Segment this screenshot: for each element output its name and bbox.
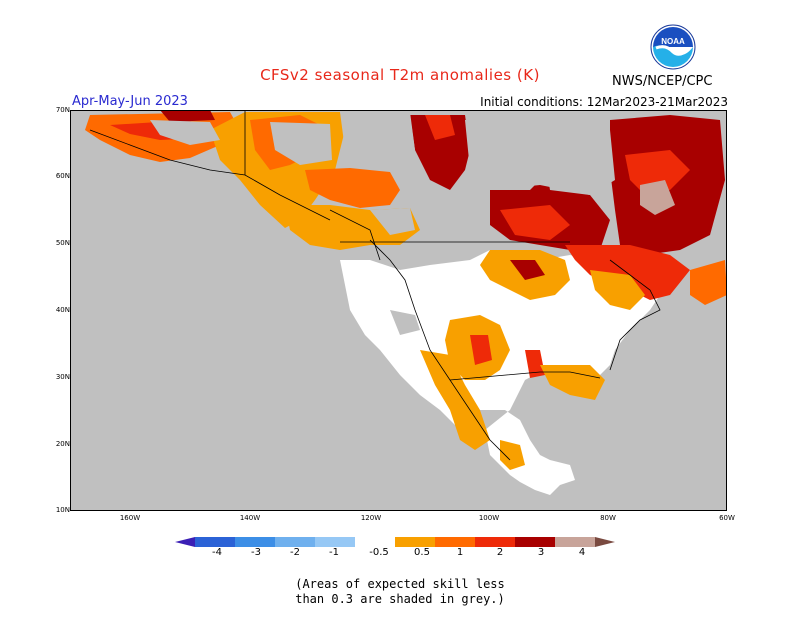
land-base: [340, 250, 660, 495]
lon-label: 140W: [239, 514, 261, 522]
lon-label: 100W: [478, 514, 500, 522]
lat-label: 20N: [55, 440, 70, 448]
colorbar-label: 3: [537, 547, 545, 558]
low-skill-areas: [150, 112, 615, 335]
boundaries: [89, 110, 661, 461]
lon-label: 60W: [719, 514, 735, 522]
footnote-line-2: than 0.3 are shaded in grey.): [295, 592, 505, 606]
colorbar-segment: [555, 537, 595, 547]
lat-label: 10N: [55, 506, 70, 514]
colorbar-arrow-low: [175, 537, 195, 547]
agency-label: NWS/NCEP/CPC: [612, 74, 713, 89]
colorbar-segment: [475, 537, 515, 547]
colorbar-segment: [355, 537, 395, 547]
skill-footnote: (Areas of expected skill less than 0.3 a…: [0, 577, 800, 607]
colorbar: [175, 537, 615, 547]
lon-label: 80W: [600, 514, 616, 522]
colorbar-segment: [195, 537, 235, 547]
map-frame: [70, 110, 727, 511]
colorbar-label: -1: [329, 547, 339, 558]
lon-label: 120W: [360, 514, 382, 522]
lat-label: 40N: [55, 306, 70, 314]
colorbar-segment: [395, 537, 435, 547]
colorbar-segment: [315, 537, 355, 547]
colorbar-label: 0.5: [414, 547, 430, 558]
colorbar-segment: [275, 537, 315, 547]
forecast-period: Apr-May-Jun 2023: [72, 94, 188, 109]
initial-conditions: Initial conditions: 12Mar2023-21Mar2023: [480, 95, 728, 109]
colorbar-label: -3: [251, 547, 261, 558]
colorbar-arrow-high: [595, 537, 615, 547]
colorbar-label: 1: [456, 547, 464, 558]
colorbar-label: 2: [496, 547, 504, 558]
lat-label: 70N: [55, 106, 70, 114]
colorbar-label: -2: [290, 547, 300, 558]
colorbar-segment: [235, 537, 275, 547]
colorbar-label: -0.5: [369, 547, 389, 558]
lat-label: 50N: [55, 239, 70, 247]
colorbar-segment: [515, 537, 555, 547]
noaa-logo-text: NOAA: [661, 37, 685, 46]
colorbar-label: -4: [212, 547, 222, 558]
lat-label: 60N: [55, 172, 70, 180]
noaa-logo: NOAA: [650, 24, 696, 70]
footnote-line-1: (Areas of expected skill less: [295, 577, 505, 591]
anomaly-map: [70, 110, 727, 511]
colorbar-segment: [435, 537, 475, 547]
map-title: CFSv2 seasonal T2m anomalies (K): [260, 66, 540, 84]
colorbar-label: 4: [578, 547, 586, 558]
lat-label: 30N: [55, 373, 70, 381]
lon-label: 160W: [119, 514, 141, 522]
